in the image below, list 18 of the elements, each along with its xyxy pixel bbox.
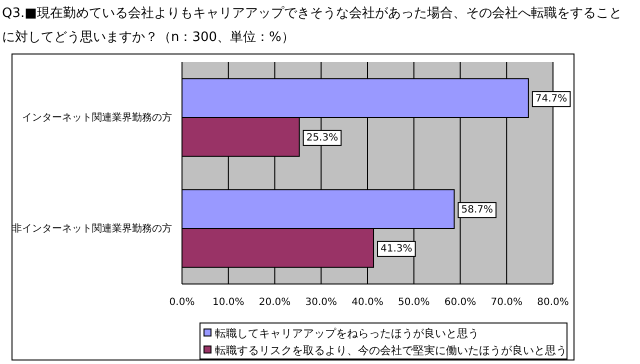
legend-label: 転職してキャリアアップをねらったほうが良いと思う [215, 326, 479, 340]
x-tick-label: 10.0% [212, 297, 244, 308]
data-label: 41.3% [380, 243, 412, 254]
x-tick-label: 0.0% [169, 297, 195, 308]
data-label: 58.7% [461, 204, 494, 216]
x-tick-label: 30.0% [305, 297, 338, 308]
chart-title: Q3.■現在勤めている会社よりもキャリアアップできそうな会社があった場合、その会社へ転職をすることに対してどう思いますか？（n：300、単位：%） [2, 5, 623, 47]
legend-label: 転職するリスクを取るより、今の会社で堅実に働いたほうが良いと思う [215, 344, 567, 357]
data-label: 74.7% [535, 94, 568, 105]
data-label: 25.3% [306, 132, 338, 144]
x-tick-label: 80.0% [537, 297, 569, 308]
y-tick-label: 非インターネット関連業界勤務の方 [12, 222, 172, 235]
x-tick-label: 70.0% [490, 297, 523, 308]
x-tick-label: 40.0% [352, 297, 384, 308]
y-tick-label: インターネット関連業界勤務の方 [22, 112, 172, 124]
x-tick-label: 20.0% [258, 297, 291, 308]
x-tick-label: 50.0% [398, 297, 430, 308]
x-tick-label: 60.0% [444, 297, 476, 308]
